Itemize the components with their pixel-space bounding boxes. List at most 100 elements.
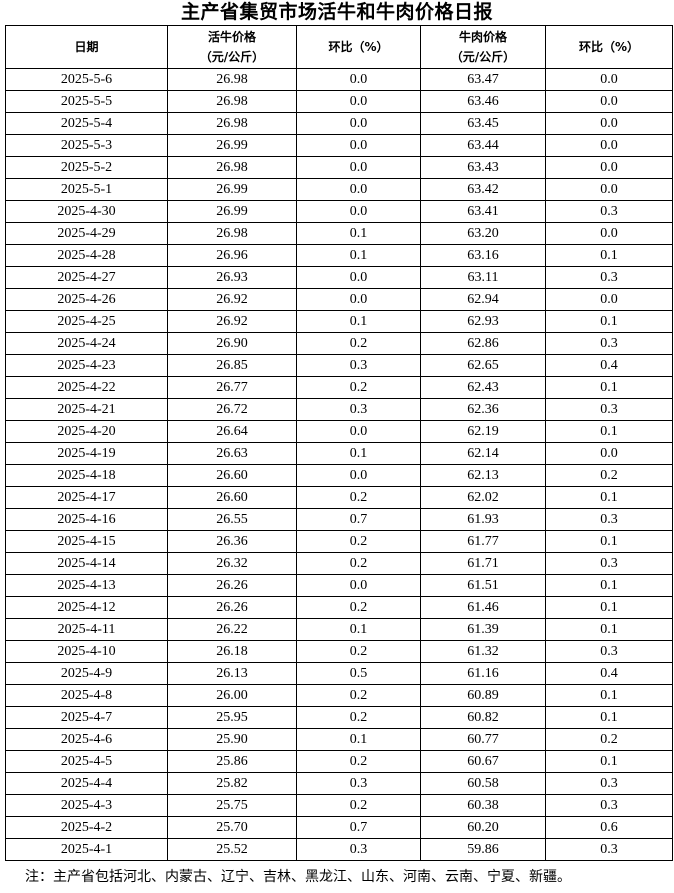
table-row: 2025-4-18 26.60 0.0 62.13 0.2 (5, 464, 673, 487)
table-row: 2025-4-2 25.70 0.7 60.20 0.6 (5, 816, 673, 839)
date-cell: 2025-4-15 (5, 530, 168, 553)
table-row: 2025-4-15 26.36 0.2 61.77 0.1 (5, 530, 673, 553)
beef-mom-cell: 0.0 (545, 178, 673, 201)
beef-mom-cell: 0.1 (545, 420, 673, 443)
beef-mom-cell: 0.3 (545, 552, 673, 575)
cattle-mom-cell: 0.0 (296, 420, 421, 443)
table-header-row: 日期 活牛价格 （元/公斤） 环比（%） 牛肉价格 （元/公斤） 环比（%） (5, 25, 673, 69)
beef-mom-cell: 0.0 (545, 90, 673, 113)
table-row: 2025-5-1 26.99 0.0 63.42 0.0 (5, 178, 673, 201)
date-cell: 2025-4-19 (5, 442, 168, 465)
cattle-price-cell: 25.90 (167, 728, 297, 751)
beef-mom-cell: 0.0 (545, 134, 673, 157)
cattle-price-cell: 26.98 (167, 156, 297, 179)
cattle-mom-cell: 0.2 (296, 640, 421, 663)
table-row: 2025-5-3 26.99 0.0 63.44 0.0 (5, 134, 673, 157)
cattle-price-cell: 26.98 (167, 222, 297, 245)
cattle-price-cell: 25.70 (167, 816, 297, 839)
cattle-mom-cell: 0.2 (296, 486, 421, 509)
beef-mom-cell: 0.3 (545, 266, 673, 289)
cattle-price-cell: 26.90 (167, 332, 297, 355)
cattle-price-cell: 26.99 (167, 134, 297, 157)
table-row: 2025-4-1 25.52 0.3 59.86 0.3 (5, 838, 673, 861)
beef-price-cell: 62.36 (420, 398, 546, 421)
beef-mom-cell: 0.1 (545, 750, 673, 773)
beef-price-cell: 60.77 (420, 728, 546, 751)
table-row: 2025-4-24 26.90 0.2 62.86 0.3 (5, 332, 673, 355)
date-cell: 2025-4-24 (5, 332, 168, 355)
beef-mom-cell: 0.2 (545, 464, 673, 487)
cattle-price-cell: 26.96 (167, 244, 297, 267)
table-row: 2025-5-2 26.98 0.0 63.43 0.0 (5, 156, 673, 179)
date-cell: 2025-4-2 (5, 816, 168, 839)
beef-mom-cell: 0.3 (545, 200, 673, 223)
beef-mom-cell: 0.1 (545, 376, 673, 399)
table-row: 2025-4-20 26.64 0.0 62.19 0.1 (5, 420, 673, 443)
table-row: 2025-4-14 26.32 0.2 61.71 0.3 (5, 552, 673, 575)
cattle-mom-cell: 0.0 (296, 68, 421, 91)
date-cell: 2025-5-5 (5, 90, 168, 113)
cattle-price-cell: 25.86 (167, 750, 297, 773)
table-row: 2025-4-27 26.93 0.0 63.11 0.3 (5, 266, 673, 289)
beef-mom-cell: 0.3 (545, 640, 673, 663)
date-cell: 2025-4-10 (5, 640, 168, 663)
cattle-price-cell: 26.99 (167, 200, 297, 223)
date-cell: 2025-5-1 (5, 178, 168, 201)
table-row: 2025-4-19 26.63 0.1 62.14 0.0 (5, 442, 673, 465)
beef-mom-cell: 0.4 (545, 662, 673, 685)
date-cell: 2025-4-5 (5, 750, 168, 773)
cattle-mom-cell: 0.1 (296, 728, 421, 751)
date-cell: 2025-4-3 (5, 794, 168, 817)
date-cell: 2025-5-3 (5, 134, 168, 157)
cattle-mom-cell: 0.1 (296, 244, 421, 267)
cattle-mom-cell: 0.2 (296, 596, 421, 619)
table-row: 2025-5-4 26.98 0.0 63.45 0.0 (5, 112, 673, 135)
beef-price-cell: 62.19 (420, 420, 546, 443)
beef-mom-cell: 0.3 (545, 398, 673, 421)
date-cell: 2025-4-13 (5, 574, 168, 597)
beef-price-cell: 60.58 (420, 772, 546, 795)
header-cattle-price: 活牛价格 （元/公斤） (167, 25, 297, 69)
beef-price-cell: 62.43 (420, 376, 546, 399)
beef-price-cell: 63.44 (420, 134, 546, 157)
cattle-price-cell: 26.60 (167, 486, 297, 509)
cattle-price-cell: 26.77 (167, 376, 297, 399)
cattle-mom-cell: 0.0 (296, 178, 421, 201)
header-date: 日期 (5, 25, 168, 69)
header-beef-mom: 环比（%） (545, 25, 673, 69)
date-cell: 2025-4-28 (5, 244, 168, 267)
beef-price-cell: 62.93 (420, 310, 546, 333)
date-cell: 2025-4-8 (5, 684, 168, 707)
beef-price-cell: 61.39 (420, 618, 546, 641)
beef-price-cell: 63.16 (420, 244, 546, 267)
date-cell: 2025-4-7 (5, 706, 168, 729)
beef-price-cell: 63.20 (420, 222, 546, 245)
date-cell: 2025-4-25 (5, 310, 168, 333)
cattle-mom-cell: 0.2 (296, 552, 421, 575)
beef-price-cell: 62.86 (420, 332, 546, 355)
date-cell: 2025-4-9 (5, 662, 168, 685)
table-row: 2025-4-30 26.99 0.0 63.41 0.3 (5, 200, 673, 223)
header-beef-unit: （元/公斤） (450, 50, 516, 64)
date-cell: 2025-4-4 (5, 772, 168, 795)
cattle-mom-cell: 0.1 (296, 310, 421, 333)
cattle-price-cell: 26.72 (167, 398, 297, 421)
beef-price-cell: 62.02 (420, 486, 546, 509)
date-cell: 2025-4-22 (5, 376, 168, 399)
table-row: 2025-4-26 26.92 0.0 62.94 0.0 (5, 288, 673, 311)
date-cell: 2025-4-26 (5, 288, 168, 311)
cattle-mom-cell: 0.2 (296, 750, 421, 773)
cattle-price-cell: 25.75 (167, 794, 297, 817)
beef-mom-cell: 0.3 (545, 794, 673, 817)
cattle-price-cell: 26.64 (167, 420, 297, 443)
cattle-price-cell: 26.26 (167, 596, 297, 619)
beef-price-cell: 62.65 (420, 354, 546, 377)
date-cell: 2025-4-12 (5, 596, 168, 619)
cattle-price-cell: 26.22 (167, 618, 297, 641)
beef-mom-cell: 0.1 (545, 596, 673, 619)
date-cell: 2025-4-18 (5, 464, 168, 487)
table-row: 2025-4-3 25.75 0.2 60.38 0.3 (5, 794, 673, 817)
beef-price-cell: 60.20 (420, 816, 546, 839)
price-table: 日期 活牛价格 （元/公斤） 环比（%） 牛肉价格 （元/公斤） 环比（%） 202… (5, 25, 673, 861)
beef-price-cell: 63.11 (420, 266, 546, 289)
